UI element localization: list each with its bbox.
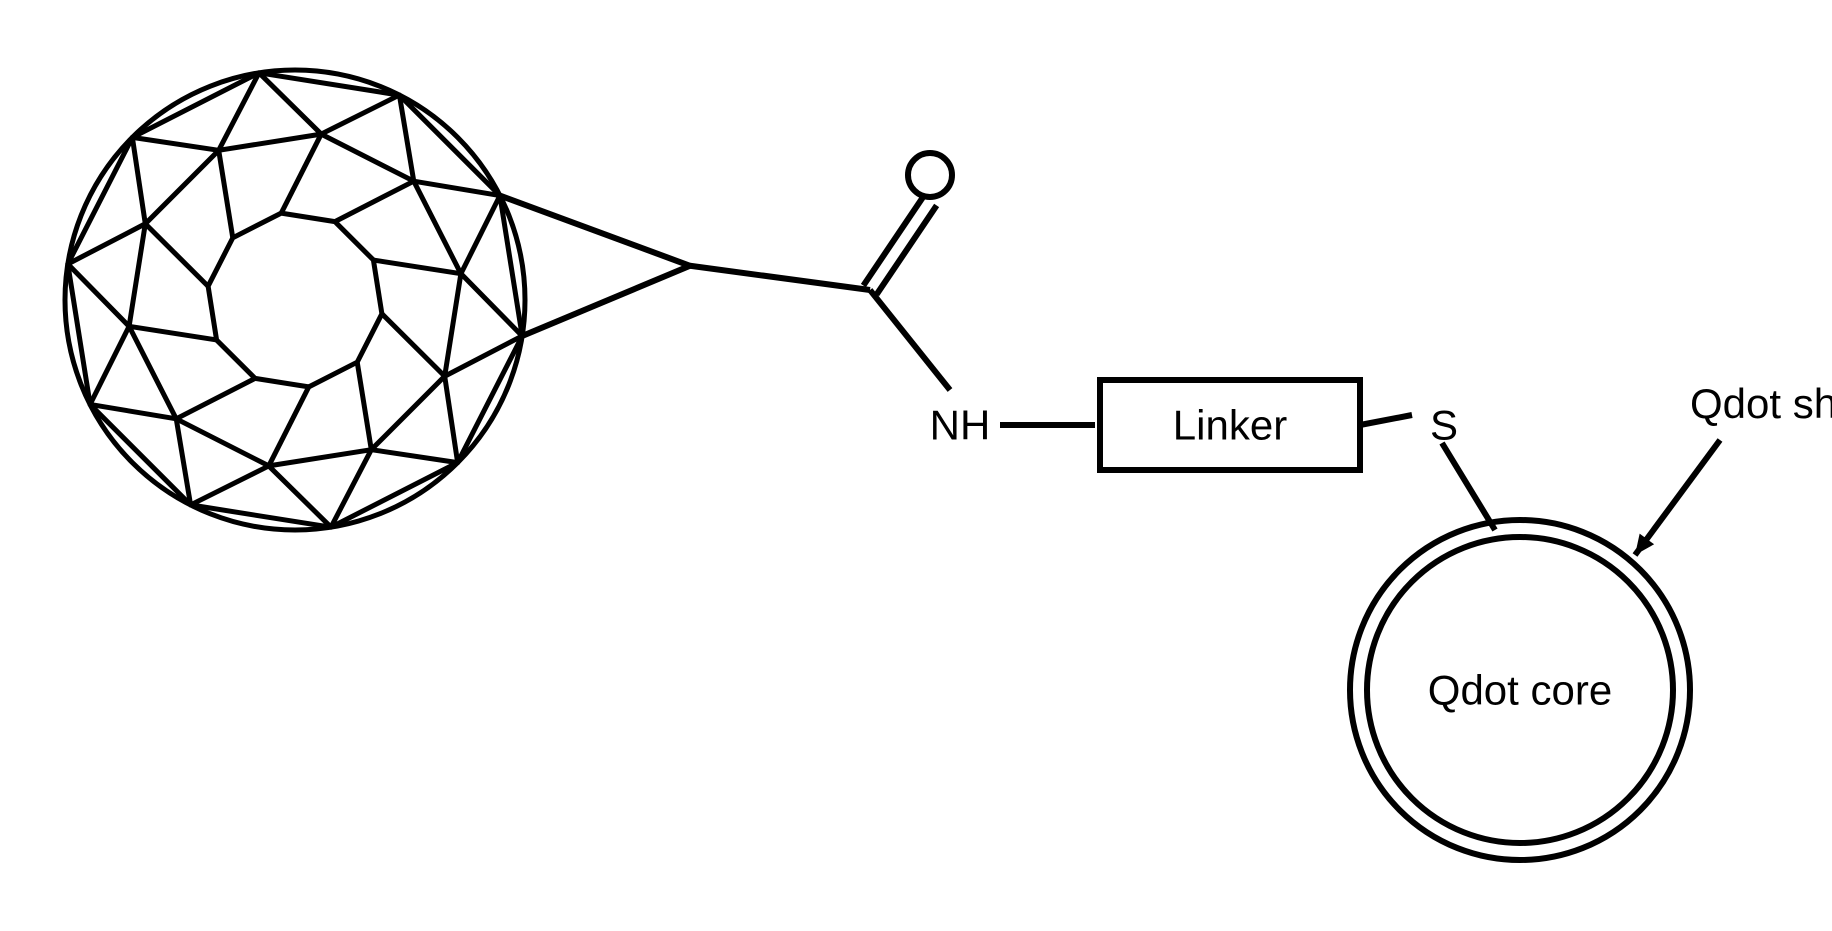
bond [1442, 443, 1495, 530]
nh-label: NH [930, 402, 991, 449]
fullerene-edge [132, 137, 218, 150]
linker-label: Linker [1173, 402, 1287, 449]
bond [690, 266, 870, 290]
qdot-core-label: Qdot core [1428, 667, 1612, 714]
fullerene-edge [269, 387, 309, 466]
arrow-shaft [1635, 440, 1720, 555]
cyclopropane-bond [522, 266, 690, 336]
bond [870, 290, 950, 390]
fullerene-edge [445, 376, 458, 462]
fullerene-edge [321, 95, 399, 134]
fullerene-edge [132, 137, 145, 223]
fullerene-edge [145, 224, 208, 286]
molecule-diagram: NH Linker S Qdot core Qdot shell [0, 0, 1832, 931]
fullerene-edge [382, 314, 445, 376]
fullerene-edge [191, 466, 269, 505]
fullerene-edge [373, 260, 461, 274]
fullerene-edge [90, 326, 129, 404]
oxygen-atom [908, 153, 952, 197]
fullerene-edge [176, 378, 255, 418]
fullerene-edge [335, 181, 414, 221]
fullerene-edge [461, 196, 500, 274]
fullerene-edge [357, 362, 371, 449]
fullerene-inner-ring [208, 213, 382, 387]
cyclopropane-bond [500, 196, 690, 266]
fullerene-edge [129, 326, 217, 340]
s-label: S [1430, 402, 1458, 449]
qdot-shell-label: Qdot shell [1690, 380, 1832, 427]
fullerene-edge [371, 450, 457, 463]
fullerene-edge [281, 134, 321, 213]
bond [1360, 415, 1412, 425]
fullerene-outer-ring [68, 73, 522, 527]
fullerene-edge [219, 150, 233, 237]
